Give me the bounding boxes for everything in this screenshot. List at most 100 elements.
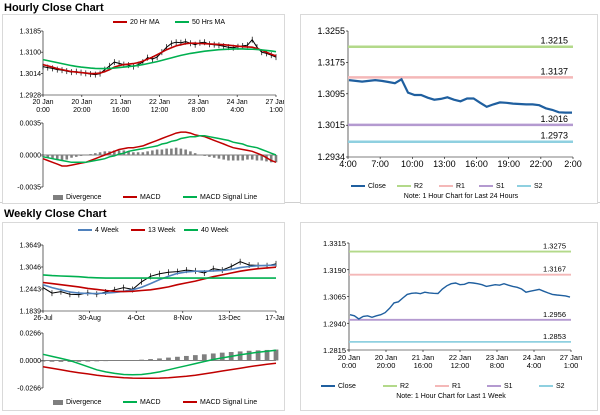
- divergence-bar: [79, 155, 83, 156]
- weekly-right-panel: 1.3315 1.3190 1.3065 1.2940 1.2815 1.3275 1.31…: [300, 222, 598, 411]
- divergence-bar: [236, 155, 240, 161]
- macd-ytick-label: 0.0035: [20, 121, 42, 128]
- price-ytick-label: 1.3649: [20, 243, 42, 250]
- price-ytick-label: 1.3014: [20, 71, 42, 78]
- close-ytick-label: 1.3255: [317, 26, 345, 36]
- close-legend-s1-label: S1: [504, 383, 513, 390]
- price-xtick-label: 4-Oct: [128, 315, 145, 322]
- divergence-bar: [157, 358, 162, 361]
- price-xtick-label: 21 Jan 16:00: [110, 99, 131, 114]
- divergence-bar: [255, 350, 261, 361]
- divergence-bar: [127, 151, 130, 155]
- level-label-r2: 1.3275: [543, 242, 566, 251]
- weekly-left-panel: 1.3649 1.3046 1.2443 1.1839 26-Jul 30-Aug 4-Oc…: [2, 222, 287, 411]
- divergence-bar: [132, 152, 135, 155]
- divergence-bar: [273, 349, 279, 361]
- ma-line-4-week: [42, 264, 277, 295]
- divergence-bar: [121, 360, 127, 361]
- divergence-bar: [231, 155, 235, 161]
- divergence-bar: [274, 155, 278, 163]
- divergence-bar: [246, 155, 249, 160]
- divergence-bar: [227, 155, 230, 161]
- price-ytick-label: 1.3046: [20, 264, 42, 271]
- divergence-bar: [160, 149, 164, 155]
- divergence-bar: [184, 149, 187, 155]
- price-xtick-label: 23 Jan 8:00: [188, 99, 209, 114]
- divergence-bar: [148, 359, 153, 361]
- hourly-right-panel: 1.3255 1.3175 1.3095 1.3015 1.2934 1.3215 1.31…: [300, 14, 598, 204]
- macd-legend-0-swatch: [53, 195, 63, 200]
- close-ytick-label: 1.3175: [317, 57, 345, 67]
- price-xtick-label: 20 Jan 20:00: [71, 99, 92, 114]
- price-xtick-label: 30-Aug: [78, 315, 101, 322]
- macd-legend-0-label: Divergence: [66, 194, 102, 201]
- close-xtick-label: 7:00: [371, 159, 389, 169]
- weekly-section-title: Weekly Close Chart: [4, 208, 107, 220]
- divergence-bar: [139, 359, 144, 361]
- divergence-bar: [203, 155, 206, 156]
- divergence-bar: [151, 150, 154, 155]
- divergence-bar: [241, 155, 244, 161]
- close-legend-r2-label: R2: [400, 383, 409, 390]
- divergence-bar: [246, 350, 252, 361]
- close-ytick-label: 1.2934: [317, 152, 345, 162]
- ma-line-50-hrs-ma: [42, 48, 277, 70]
- close-legend-s1-label: S1: [496, 183, 505, 190]
- close-xtick-label: 23 Jan 8:00: [486, 353, 509, 370]
- close-ytick-label: 1.3065: [323, 293, 346, 302]
- divergence-bar: [260, 155, 264, 161]
- price-legend-0-label: 4 Week: [95, 227, 119, 234]
- divergence-bar: [41, 155, 45, 157]
- divergence-bar: [58, 360, 64, 362]
- level-label-s1: 1.2956: [543, 310, 566, 319]
- divergence-bar: [117, 150, 121, 155]
- divergence-bar: [98, 152, 102, 155]
- close-xtick-label: 27 Jan 1:00: [560, 353, 583, 370]
- macd-legend-1-label: MACD: [140, 399, 161, 406]
- hourly-section-title: Hourly Close Chart: [4, 2, 104, 14]
- divergence-bar: [192, 355, 198, 361]
- price-legend-2-label: 40 Week: [201, 227, 229, 234]
- divergence-bar: [155, 149, 159, 155]
- close-legend-close-label: Close: [338, 383, 356, 390]
- divergence-bar: [179, 148, 183, 155]
- close-xtick-label: 20 Jan 0:00: [338, 353, 361, 370]
- close-xtick-label: 20 Jan 20:00: [375, 353, 398, 370]
- price-ytick-label: 1.2443: [20, 286, 42, 293]
- hourly-left-panel: 1.3185 1.3100 1.3014 1.2928 20 Jan 0:00 20 Jan…: [2, 14, 287, 204]
- close-ytick-label: 1.2815: [323, 346, 346, 355]
- divergence-bar: [113, 150, 116, 155]
- divergence-bar: [237, 351, 243, 361]
- divergence-bar: [130, 360, 135, 361]
- macd-legend-0-swatch: [53, 400, 63, 405]
- divergence-bar: [55, 155, 59, 160]
- divergence-bar: [89, 154, 92, 155]
- close-ytick-label: 1.2940: [323, 319, 346, 328]
- divergence-bar: [174, 147, 178, 155]
- divergence-bar: [141, 152, 145, 155]
- price-series-line: [42, 38, 277, 76]
- price-xtick-label: 20 Jan 0:00: [32, 99, 53, 114]
- level-label-s2: 1.2973: [540, 131, 568, 141]
- divergence-bar: [136, 152, 140, 155]
- price-xtick-label: 17-Jan: [265, 315, 284, 322]
- hourly-close-chart: 1.3255 1.3175 1.3095 1.3015 1.2934 1.3215 1.31…: [317, 26, 581, 200]
- divergence-bar: [112, 360, 118, 361]
- macd-line: [42, 131, 277, 167]
- divergence-bar: [65, 155, 69, 160]
- price-xtick-label: 24 Jan 4:00: [227, 99, 248, 114]
- weekly-close-chart: 1.3315 1.3190 1.3065 1.2940 1.2815 1.3275 1.31…: [321, 239, 583, 400]
- divergence-bar: [255, 155, 259, 161]
- level-label-r1: 1.3167: [543, 265, 566, 274]
- macd-ytick-label: 0.0000: [20, 358, 42, 365]
- close-legend-r1-label: R1: [456, 183, 465, 190]
- level-label-r2: 1.3215: [540, 36, 568, 46]
- close-ytick-label: 1.3315: [323, 239, 346, 248]
- divergence-bar: [250, 155, 254, 160]
- divergence-bar: [264, 349, 270, 361]
- price-xtick-label: 13-Dec: [218, 315, 241, 322]
- price-legend-0-label: 20 Hr MA: [130, 19, 160, 26]
- close-xtick-label: 19:00: [497, 159, 520, 169]
